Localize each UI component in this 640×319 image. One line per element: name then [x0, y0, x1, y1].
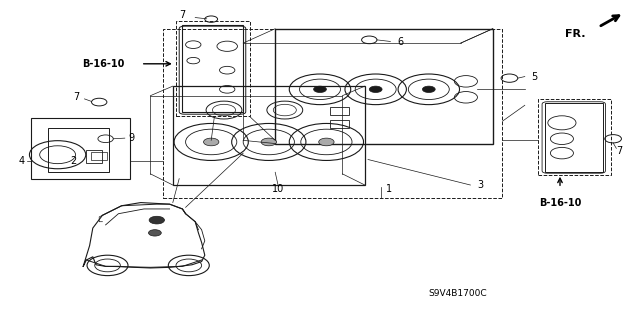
Text: 3: 3 — [477, 180, 483, 190]
Bar — [182, 25, 243, 112]
Circle shape — [149, 216, 164, 224]
Text: 1: 1 — [386, 184, 392, 194]
Circle shape — [369, 86, 382, 93]
Bar — [86, 150, 102, 163]
Circle shape — [148, 230, 161, 236]
Text: 7: 7 — [616, 145, 623, 156]
Text: 2: 2 — [70, 156, 77, 166]
Bar — [330, 120, 349, 128]
Circle shape — [261, 138, 276, 146]
Text: B-16-10: B-16-10 — [83, 59, 125, 69]
Circle shape — [422, 86, 435, 93]
Text: 5: 5 — [531, 71, 538, 82]
Text: B-16-10: B-16-10 — [539, 198, 581, 208]
Text: S9V4B1700C: S9V4B1700C — [428, 289, 487, 298]
Bar — [91, 152, 107, 160]
Bar — [275, 29, 493, 144]
Bar — [330, 107, 349, 115]
Bar — [538, 99, 611, 175]
Text: 9: 9 — [128, 133, 134, 143]
Circle shape — [204, 138, 219, 146]
Bar — [31, 118, 130, 179]
Text: 6: 6 — [397, 37, 403, 47]
Bar — [545, 103, 603, 172]
Bar — [173, 86, 365, 185]
Circle shape — [319, 138, 334, 146]
Text: 4: 4 — [18, 156, 24, 166]
Text: FR.: FR. — [565, 29, 586, 39]
Bar — [176, 21, 250, 116]
Text: 10: 10 — [272, 184, 285, 194]
Bar — [48, 128, 109, 172]
Bar — [163, 29, 502, 198]
Circle shape — [314, 86, 326, 93]
Text: 7: 7 — [74, 92, 80, 102]
Text: 7: 7 — [179, 10, 186, 20]
